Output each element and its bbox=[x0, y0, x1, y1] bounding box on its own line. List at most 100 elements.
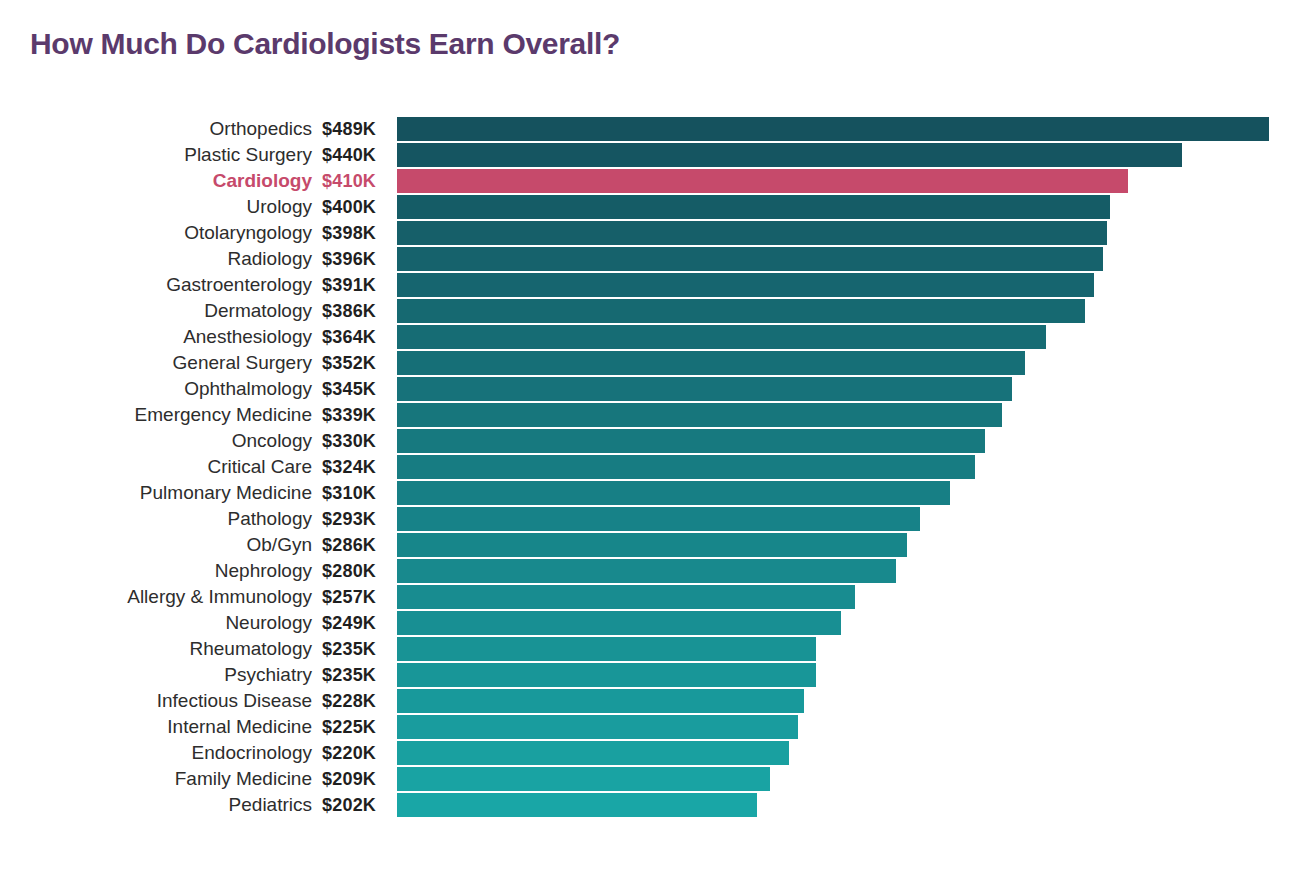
bar-track bbox=[397, 273, 1269, 297]
bar bbox=[397, 585, 855, 609]
value-label: $280K bbox=[312, 561, 397, 582]
category-label: Pathology bbox=[0, 508, 312, 530]
bar bbox=[397, 533, 907, 557]
value-label: $220K bbox=[312, 743, 397, 764]
bar bbox=[397, 481, 950, 505]
bar-row: Nephrology$280K bbox=[0, 558, 1290, 584]
bar-row: Radiology$396K bbox=[0, 246, 1290, 272]
bar-track bbox=[397, 351, 1269, 375]
bar-row: Allergy & Immunology$257K bbox=[0, 584, 1290, 610]
bar bbox=[397, 325, 1046, 349]
category-label: Rheumatology bbox=[0, 638, 312, 660]
category-label: Radiology bbox=[0, 248, 312, 270]
value-label: $249K bbox=[312, 613, 397, 634]
category-label: Nephrology bbox=[0, 560, 312, 582]
category-label: Internal Medicine bbox=[0, 716, 312, 738]
category-label: Dermatology bbox=[0, 300, 312, 322]
bar-track bbox=[397, 793, 1269, 817]
category-label: Cardiology bbox=[0, 170, 312, 192]
bar-row: General Surgery$352K bbox=[0, 350, 1290, 376]
value-label: $202K bbox=[312, 795, 397, 816]
bar-row: Otolaryngology$398K bbox=[0, 220, 1290, 246]
bar-row: Emergency Medicine$339K bbox=[0, 402, 1290, 428]
bar bbox=[397, 715, 798, 739]
bar-track bbox=[397, 767, 1269, 791]
bar-row: Neurology$249K bbox=[0, 610, 1290, 636]
value-label: $410K bbox=[312, 171, 397, 192]
value-label: $225K bbox=[312, 717, 397, 738]
infographic: How Much Do Cardiologists Earn Overall? … bbox=[0, 24, 1290, 878]
value-label: $330K bbox=[312, 431, 397, 452]
bar-row: Orthopedics$489K bbox=[0, 116, 1290, 142]
bar-track bbox=[397, 481, 1269, 505]
bar-row: Family Medicine$209K bbox=[0, 766, 1290, 792]
value-label: $339K bbox=[312, 405, 397, 426]
bar-track bbox=[397, 221, 1269, 245]
bar-chart: Orthopedics$489KPlastic Surgery$440KCard… bbox=[0, 116, 1290, 818]
bar bbox=[397, 793, 757, 817]
value-label: $345K bbox=[312, 379, 397, 400]
bar bbox=[397, 351, 1025, 375]
value-label: $235K bbox=[312, 665, 397, 686]
bar bbox=[397, 195, 1110, 219]
value-label: $293K bbox=[312, 509, 397, 530]
value-label: $228K bbox=[312, 691, 397, 712]
bar-track bbox=[397, 533, 1269, 557]
category-label: Ob/Gyn bbox=[0, 534, 312, 556]
bar-track bbox=[397, 403, 1269, 427]
value-label: $257K bbox=[312, 587, 397, 608]
bar-track bbox=[397, 611, 1269, 635]
value-label: $235K bbox=[312, 639, 397, 660]
value-label: $400K bbox=[312, 197, 397, 218]
value-label: $364K bbox=[312, 327, 397, 348]
bar-track bbox=[397, 663, 1269, 687]
category-label: Orthopedics bbox=[0, 118, 312, 140]
bar-track bbox=[397, 195, 1269, 219]
bar-row: Infectious Disease$228K bbox=[0, 688, 1290, 714]
value-label: $310K bbox=[312, 483, 397, 504]
bar bbox=[397, 455, 975, 479]
bar bbox=[397, 741, 789, 765]
bar-row: Dermatology$386K bbox=[0, 298, 1290, 324]
bar-track bbox=[397, 143, 1269, 167]
value-label: $396K bbox=[312, 249, 397, 270]
bar bbox=[397, 637, 816, 661]
bar-row: Psychiatry$235K bbox=[0, 662, 1290, 688]
bar bbox=[397, 299, 1085, 323]
category-label: Neurology bbox=[0, 612, 312, 634]
category-label: Endocrinology bbox=[0, 742, 312, 764]
value-label: $398K bbox=[312, 223, 397, 244]
bar-track bbox=[397, 299, 1269, 323]
bar bbox=[397, 611, 841, 635]
bar-track bbox=[397, 689, 1269, 713]
value-label: $440K bbox=[312, 145, 397, 166]
bar bbox=[397, 143, 1182, 167]
bar-track bbox=[397, 429, 1269, 453]
bar-row: Urology$400K bbox=[0, 194, 1290, 220]
bar-track bbox=[397, 715, 1269, 739]
bar bbox=[397, 507, 920, 531]
bar-row: Pediatrics$202K bbox=[0, 792, 1290, 818]
bar-track bbox=[397, 169, 1269, 193]
category-label: Pulmonary Medicine bbox=[0, 482, 312, 504]
value-label: $386K bbox=[312, 301, 397, 322]
bar-row: Ob/Gyn$286K bbox=[0, 532, 1290, 558]
bar-row: Pathology$293K bbox=[0, 506, 1290, 532]
bar-track bbox=[397, 507, 1269, 531]
bar-row: Endocrinology$220K bbox=[0, 740, 1290, 766]
bar-track bbox=[397, 325, 1269, 349]
category-label: Allergy & Immunology bbox=[0, 586, 312, 608]
bar-track bbox=[397, 585, 1269, 609]
bar-track bbox=[397, 117, 1269, 141]
bar-track bbox=[397, 377, 1269, 401]
page-title: How Much Do Cardiologists Earn Overall? bbox=[30, 24, 1290, 64]
bar-row: Pulmonary Medicine$310K bbox=[0, 480, 1290, 506]
value-label: $286K bbox=[312, 535, 397, 556]
category-label: Infectious Disease bbox=[0, 690, 312, 712]
bar bbox=[397, 429, 985, 453]
bar bbox=[397, 221, 1107, 245]
bar-track bbox=[397, 247, 1269, 271]
bar-row: Rheumatology$235K bbox=[0, 636, 1290, 662]
category-label: Gastroenterology bbox=[0, 274, 312, 296]
bar bbox=[397, 767, 770, 791]
